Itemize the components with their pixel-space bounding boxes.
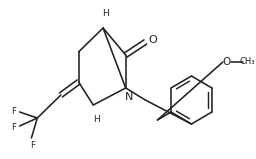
- Text: CH₃: CH₃: [240, 58, 255, 66]
- Text: H: H: [93, 115, 100, 124]
- Text: O: O: [223, 57, 231, 67]
- Text: F: F: [11, 124, 16, 132]
- Text: O: O: [149, 35, 157, 45]
- Text: F: F: [11, 107, 16, 115]
- Text: F: F: [30, 141, 35, 149]
- Text: H: H: [102, 10, 109, 18]
- Text: N: N: [124, 92, 133, 102]
